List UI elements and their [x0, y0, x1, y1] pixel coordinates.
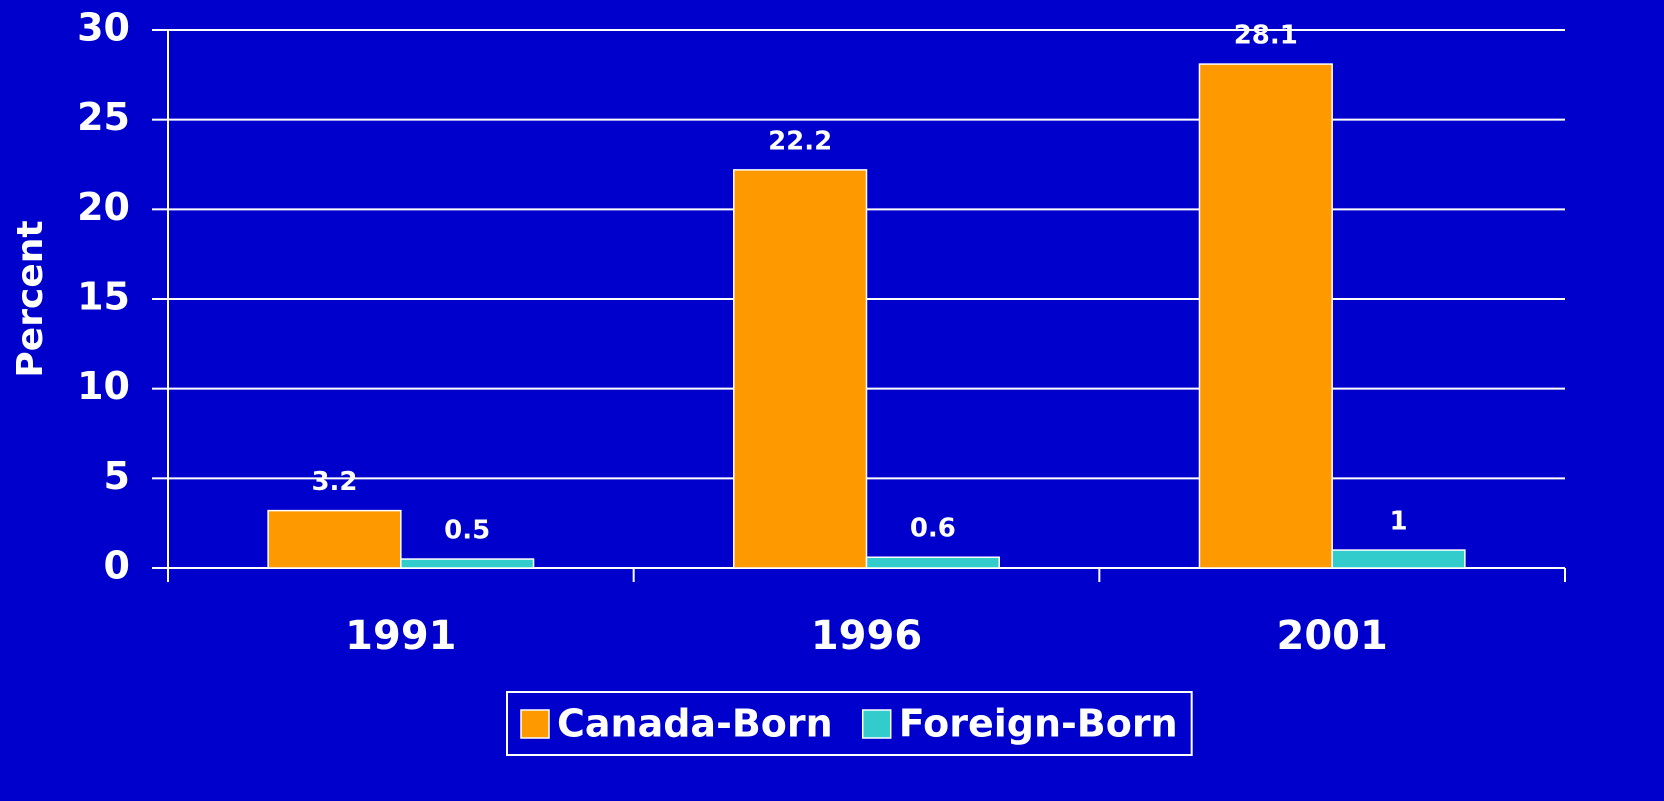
legend-swatch: [861, 709, 892, 739]
y-tick-label: 15: [77, 275, 130, 319]
y-tick-label: 5: [104, 454, 130, 498]
y-axis-title: Percent: [10, 220, 51, 377]
legend-label: Canada-Born: [557, 702, 833, 746]
x-tick-label: 1996: [811, 613, 922, 659]
bar: [267, 509, 402, 569]
y-tick-label: 25: [77, 95, 130, 139]
value-label: 22.2: [768, 126, 832, 156]
value-label: 0.5: [444, 516, 490, 546]
x-tick-label: 2001: [1277, 613, 1388, 659]
bar: [400, 558, 535, 569]
value-label: 0.6: [910, 514, 956, 544]
y-tick-label: 10: [77, 364, 130, 408]
bar: [733, 169, 868, 569]
legend-box: [506, 691, 1193, 756]
y-tick-label: 20: [77, 185, 130, 229]
bar: [1198, 63, 1333, 569]
value-label: 3.2: [311, 467, 357, 497]
y-tick-label: 30: [77, 6, 130, 50]
legend-swatch: [520, 709, 550, 739]
bar: [865, 556, 1000, 569]
legend-label: Foreign-Born: [899, 702, 1178, 746]
bar: [1331, 549, 1466, 569]
y-tick-label: 0: [104, 544, 130, 588]
value-label: 28.1: [1234, 21, 1298, 51]
value-label: 1: [1389, 507, 1407, 537]
x-tick-label: 1991: [345, 613, 456, 659]
